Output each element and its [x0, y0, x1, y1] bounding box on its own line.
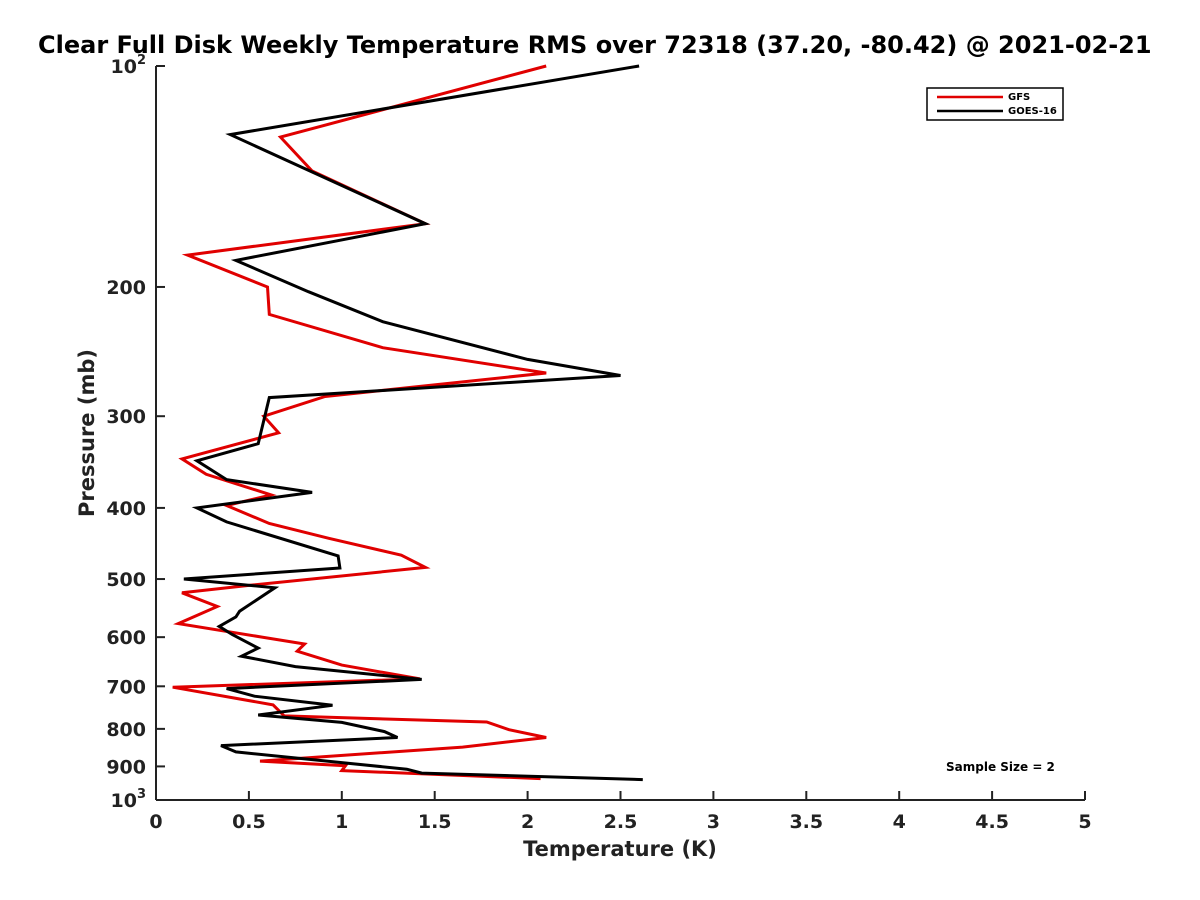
y-tick-label: 200	[106, 277, 146, 299]
legend-label-gfs: GFS	[1008, 92, 1030, 103]
chart-title: Clear Full Disk Weekly Temperature RMS o…	[38, 31, 1152, 59]
y-tick-label: 700	[106, 676, 146, 698]
y-tick-label: 102	[111, 53, 147, 78]
sample-size-annotation: Sample Size = 2	[946, 760, 1055, 774]
y-tick-exponent: 3	[137, 787, 146, 802]
x-tick-label: 2	[521, 811, 534, 833]
x-tick-label: 3.5	[789, 811, 823, 833]
x-tick-label: 4.5	[975, 811, 1009, 833]
y-axis-label: Pressure (mb)	[75, 349, 99, 517]
x-tick-label: 2.5	[604, 811, 638, 833]
x-ticks: 0 0.5 1 1.5 2 2.5 3 3.5 4 4.5 5	[149, 791, 1092, 833]
y-tick-label: 800	[106, 719, 146, 741]
y-tick-label: 103	[111, 787, 147, 812]
x-tick-label: 1.5	[418, 811, 452, 833]
plot-area: 0 0.5 1 1.5 2 2.5 3 3.5 4 4.5 5 102200300400500600…	[106, 53, 1091, 833]
x-tick-label: 1	[335, 811, 348, 833]
y-tick-exponent: 2	[137, 53, 146, 68]
x-tick-label: 4	[893, 811, 906, 833]
legend-label-goes16: GOES-16	[1008, 106, 1057, 117]
y-tick-base: 10	[111, 56, 137, 78]
series-line-gfs	[172, 64, 547, 781]
x-tick-label: 0	[149, 811, 162, 833]
y-tick-label: 300	[106, 406, 146, 428]
x-tick-label: 3	[707, 811, 720, 833]
legend-box	[926, 87, 1064, 121]
y-tick-label: 500	[106, 569, 146, 591]
x-tick-label: 0.5	[232, 811, 266, 833]
series-line-goes16	[183, 64, 643, 782]
y-tick-label: 400	[106, 498, 146, 520]
legend: GFS GOES-16	[926, 87, 1064, 121]
y-tick-label: 600	[106, 627, 146, 649]
x-axis-label: Temperature (K)	[523, 837, 717, 861]
y-tick-label: 900	[106, 756, 146, 778]
y-tick-base: 10	[111, 790, 137, 812]
series-lines	[172, 64, 643, 782]
x-tick-label: 5	[1078, 811, 1091, 833]
